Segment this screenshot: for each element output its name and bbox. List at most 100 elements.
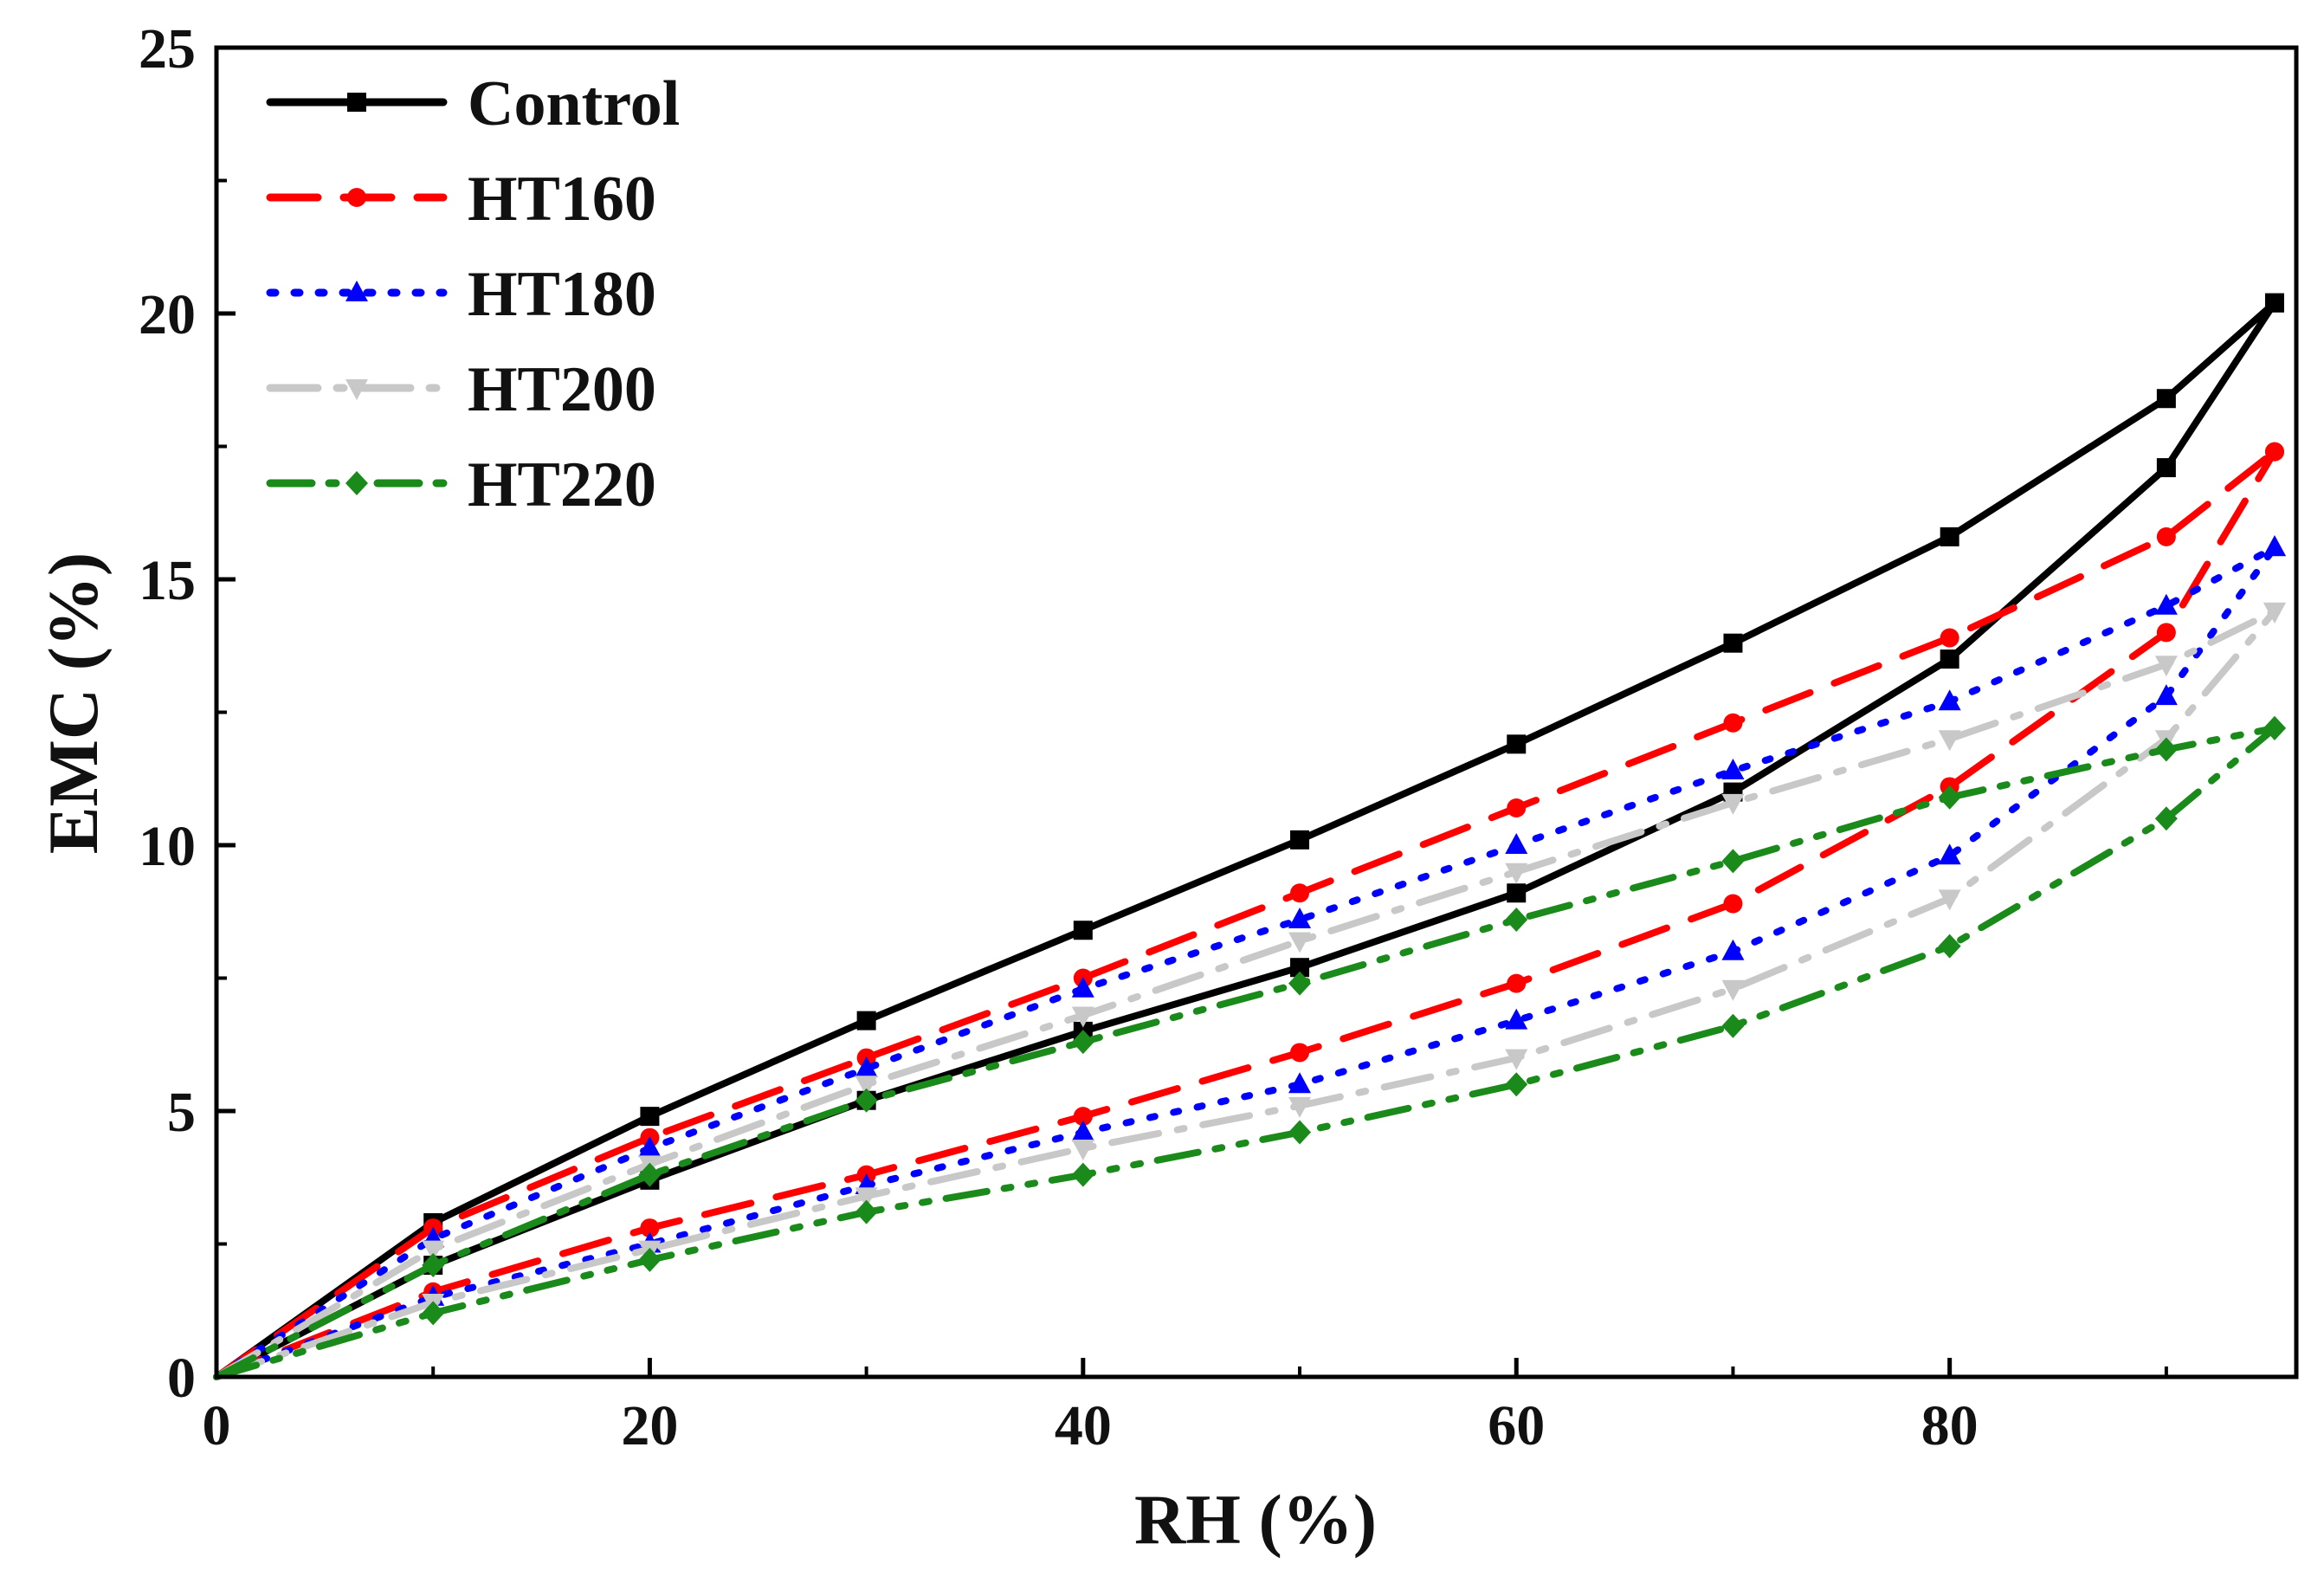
data-point-ht220-desorption-60 [1505,907,1528,932]
data-point-control-adsorption-50 [1290,958,1310,978]
data-point-ht180-adsorption-50 [1288,1072,1312,1094]
legend-label-ht220: HT220 [468,449,656,520]
data-point-ht220-adsorption-60 [1505,1072,1528,1097]
data-point-ht220-desorption-10 [422,1253,445,1278]
data-point-ht200-desorption-70 [1721,793,1745,815]
data-point-control-adsorption-80 [1940,649,1959,669]
legend-label-ht160: HT160 [468,164,656,235]
data-point-ht220-adsorption-90 [2154,806,2178,831]
data-point-ht160-adsorption-70 [1723,894,1743,914]
x-axis-title: RH (%) [1134,1480,1377,1559]
data-point-control-adsorption-60 [1507,883,1527,903]
data-point-ht200-desorption-95 [2263,602,2286,623]
data-point-ht160-desorption-60 [1507,798,1527,818]
data-point-ht180-adsorption-90 [2154,684,2178,706]
data-point-ht180-desorption-30 [855,1056,878,1077]
data-point-ht220-adsorption-50 [1288,1120,1312,1145]
y-tick-label-5: 5 [167,1081,196,1144]
data-point-control-desorption-20 [640,1107,660,1127]
data-point-ht200-desorption-50 [1288,932,1312,953]
data-point-ht220-desorption-50 [1288,971,1312,996]
data-point-ht180-desorption-40 [1071,976,1094,998]
data-point-ht220-adsorption-70 [1721,1013,1745,1038]
data-point-ht160-desorption-95 [2264,442,2284,462]
series-line-ht180-desorption [213,544,2278,1380]
data-point-ht220-adsorption-20 [638,1247,662,1272]
data-point-ht160-adsorption-40 [1073,1107,1093,1127]
data-point-ht160-adsorption-60 [1507,973,1527,993]
legend-marker-ht200 [345,379,368,400]
data-point-ht180-adsorption-60 [1505,1008,1528,1030]
data-point-ht200-desorption-90 [2154,656,2178,677]
data-point-ht200-desorption-30 [855,1076,878,1097]
data-point-ht180-desorption-70 [1721,759,1745,780]
y-tick-label-25: 25 [139,17,196,81]
data-point-ht180-desorption-95 [2263,535,2286,557]
y-tick-label-15: 15 [139,549,196,612]
data-point-control-desorption-80 [1940,527,1959,546]
data-point-ht160-desorption-90 [2156,527,2176,546]
data-point-ht200-adsorption-40 [1071,1139,1094,1160]
data-point-ht200-adsorption-70 [1721,979,1745,1001]
legend-marker-ht160 [347,188,366,207]
data-point-ht200-desorption-40 [1071,1006,1094,1028]
data-point-ht160-adsorption-50 [1290,1043,1310,1063]
series-line-ht200-desorption [213,607,2278,1380]
data-point-ht220-desorption-95 [2263,715,2286,740]
legend-label-ht200: HT200 [468,354,656,425]
data-point-ht180-adsorption-40 [1071,1120,1094,1141]
data-point-ht200-adsorption-30 [855,1187,878,1209]
x-tick-label-80: 80 [1921,1394,1979,1457]
data-point-control-desorption-50 [1290,830,1310,850]
y-axis-title: EMC (%) [34,552,113,854]
data-point-ht200-desorption-60 [1505,863,1528,884]
legend-marker-ht180 [345,281,368,301]
legend-label-ht180: HT180 [468,259,656,330]
data-point-ht200-desorption-10 [422,1240,445,1262]
legend-marker-ht220 [345,471,368,495]
series-layer [213,293,2286,1380]
data-point-ht160-adsorption-20 [640,1218,660,1238]
data-point-ht160-desorption-80 [1940,628,1959,648]
data-point-ht180-adsorption-80 [1938,843,1961,865]
legend-marker-control [347,93,366,112]
data-point-ht180-desorption-20 [638,1135,662,1157]
series-line-ht160-desorption [213,448,2278,1380]
data-point-ht160-desorption-70 [1723,713,1743,733]
y-tick-label-10: 10 [139,815,196,878]
axes-layer: 0 20 40 60 80 0 5 10 15 20 25 [139,17,2299,1457]
x-tick-label-20: 20 [621,1394,678,1457]
data-point-control-desorption-90 [2156,389,2176,409]
data-point-ht220-adsorption-80 [1938,934,1961,959]
data-point-ht160-adsorption-90 [2156,623,2176,643]
data-point-control-desorption-60 [1507,734,1527,754]
data-point-control-desorption-70 [1723,633,1743,653]
data-point-ht180-desorption-80 [1938,689,1961,711]
data-point-control-desorption-95 [2264,293,2284,313]
legend: Control HT160 HT180 HT200 HT220 [266,68,680,520]
data-point-ht220-adsorption-10 [422,1301,445,1326]
data-point-control-desorption-40 [1073,921,1093,940]
data-point-ht180-adsorption-70 [1721,939,1745,960]
x-tick-label-0: 0 [203,1394,231,1457]
y-tick-label-20: 20 [139,283,196,346]
data-point-ht160-desorption-50 [1290,883,1310,903]
data-point-ht220-desorption-70 [1721,849,1745,874]
data-point-ht180-desorption-60 [1505,833,1528,854]
data-point-control-adsorption-90 [2156,458,2176,478]
data-point-ht200-adsorption-80 [1938,889,1961,911]
data-point-ht200-adsorption-50 [1288,1096,1312,1118]
x-tick-label-60: 60 [1488,1394,1545,1457]
data-point-ht220-desorption-90 [2154,737,2178,762]
data-point-ht180-desorption-90 [2154,593,2178,615]
data-point-ht220-desorption-40 [1071,1030,1094,1055]
data-point-ht220-desorption-30 [855,1088,878,1113]
data-point-ht200-adsorption-60 [1505,1049,1528,1070]
data-point-ht220-adsorption-40 [1071,1162,1094,1187]
y-tick-label-0: 0 [167,1347,196,1410]
data-point-ht200-desorption-80 [1938,730,1961,752]
data-point-ht220-adsorption-30 [855,1199,878,1224]
data-point-control-desorption-30 [856,1011,876,1031]
